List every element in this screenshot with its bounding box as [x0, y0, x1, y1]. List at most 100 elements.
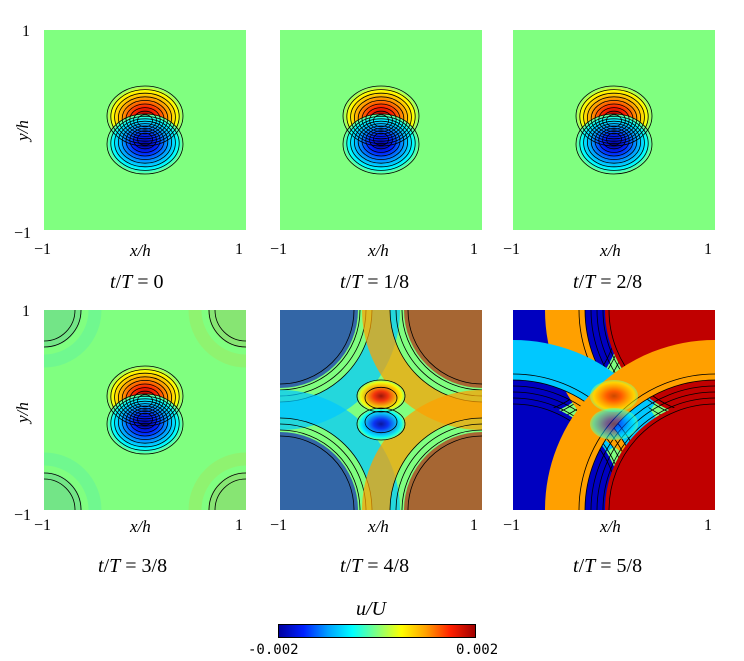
positive-contour-line: [133, 390, 157, 410]
positive-contour-line: [118, 96, 173, 140]
negative-contour-line: [121, 403, 169, 440]
negative-contour-line: [354, 120, 409, 164]
contour-plot: [44, 30, 246, 230]
negative-contour-line: [587, 120, 642, 164]
time-caption-1: t/T = 0: [110, 271, 164, 293]
positive-contour-line: [354, 96, 409, 140]
negative-contour-line: [133, 130, 157, 150]
colorbar-max-label: 0.002: [456, 642, 499, 658]
positive-contour-line: [125, 103, 165, 135]
positive-contour-line: [590, 100, 638, 137]
x-axis-label-4: x/h: [130, 517, 151, 536]
negative-contour-line: [357, 123, 405, 160]
dipole-negative-lobe: [590, 408, 638, 440]
positive-contour-line: [137, 114, 154, 128]
corner-positive-bottom-right: [404, 432, 482, 510]
x-axis-label-3: x/h: [600, 241, 621, 260]
x-axis-label-5: x/h: [368, 517, 389, 536]
x-max-tick-4: 1: [235, 517, 243, 534]
positive-contour-line: [110, 369, 180, 424]
positive-contour-line: [129, 387, 161, 412]
negative-contour-line: [137, 412, 154, 426]
positive-contour-line: [346, 89, 416, 144]
time-caption-3: t/T = 2/8: [573, 271, 643, 293]
x-axis-label-6: x/h: [600, 517, 621, 536]
contour-panel-5: [280, 310, 482, 510]
negative-contour-line: [369, 130, 393, 150]
negative-contour-line: [342, 113, 420, 175]
positive-contour-line: [357, 100, 405, 137]
positive-contour-line: [579, 89, 649, 144]
positive-contour-line: [125, 383, 165, 415]
contour-panel-3: [513, 30, 715, 230]
negative-contour-line: [373, 132, 390, 146]
x-axis-label-1: x/h: [130, 241, 151, 260]
x-max-tick-5: 1: [470, 517, 478, 534]
dipole-positive-lobe: [357, 380, 405, 412]
time-caption-5: t/T = 4/8: [340, 555, 410, 577]
x-min-tick-6: −1: [503, 517, 521, 534]
x-axis-label-2: x/h: [368, 241, 389, 260]
negative-contour-line: [129, 128, 161, 153]
positive-contour-line: [137, 394, 154, 408]
positive-contour-line: [356, 379, 406, 413]
negative-contour-line: [114, 398, 176, 448]
x-min-tick-4: −1: [34, 517, 52, 534]
y-min-tick-1: −1: [14, 225, 32, 242]
negative-contour-line: [602, 130, 626, 150]
colorbar-title: u/U: [356, 598, 386, 620]
x-max-tick-3: 1: [704, 241, 712, 258]
positive-contour-line: [106, 85, 184, 147]
contour-panel-1: [44, 30, 246, 230]
positive-contour-line: [110, 89, 180, 144]
positive-contour-line: [361, 103, 401, 135]
y-axis-label-2: y/h: [12, 402, 32, 423]
corner-positive-top-right: [208, 310, 246, 348]
corner-negative-bottom-left: [44, 472, 82, 510]
colorbar: [278, 624, 476, 638]
negative-contour-line: [594, 125, 634, 157]
contour-plot: [44, 310, 246, 510]
positive-contour-line: [106, 365, 184, 427]
positive-contour-line: [369, 110, 393, 130]
negative-contour-line: [583, 118, 645, 168]
x-min-tick-5: −1: [270, 517, 288, 534]
corner-negative-top-left: [280, 310, 358, 388]
contour-plot: [280, 310, 482, 510]
x-max-tick-6: 1: [704, 517, 712, 534]
negative-contour-line: [364, 410, 398, 434]
negative-contour-line: [350, 118, 412, 168]
positive-contour-line: [342, 85, 420, 147]
contour-panel-6: [513, 310, 715, 510]
positive-contour-line: [606, 114, 623, 128]
contour-panel-4: [44, 310, 246, 510]
corner-positive-bottom-right: [605, 400, 715, 510]
positive-contour-line: [373, 114, 390, 128]
corner-positive-bottom-right: [208, 472, 246, 510]
x-min-tick-3: −1: [503, 241, 521, 258]
negative-contour-line: [590, 123, 638, 160]
negative-contour-line: [121, 123, 169, 160]
positive-contour-line: [365, 107, 397, 132]
contour-plot: [513, 30, 715, 230]
negative-contour-line: [361, 125, 401, 157]
positive-contour-line: [118, 376, 173, 420]
dipole-positive-lobe: [590, 380, 638, 412]
negative-contour-line: [579, 116, 649, 171]
negative-contour-line: [365, 128, 397, 153]
negative-contour-line: [606, 132, 623, 146]
negative-contour-line: [346, 116, 416, 171]
positive-contour-line: [594, 103, 634, 135]
negative-contour-line: [106, 113, 184, 175]
negative-contour-line: [356, 407, 406, 441]
positive-contour-line: [587, 96, 642, 140]
negative-contour-line: [118, 400, 173, 444]
positive-contour-line: [121, 380, 169, 417]
positive-contour-line: [364, 386, 398, 410]
negative-contour-line: [106, 393, 184, 455]
positive-contour-line: [114, 92, 176, 142]
negative-contour-line: [575, 113, 653, 175]
positive-contour-line: [602, 110, 626, 130]
contour-plot: [513, 310, 715, 510]
corner-negative-top-left: [44, 310, 82, 348]
